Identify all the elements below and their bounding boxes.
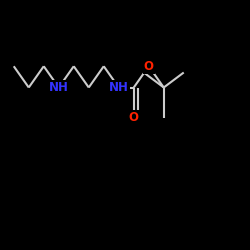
Text: NH: NH (49, 81, 69, 94)
Text: NH: NH (109, 81, 129, 94)
Text: O: O (129, 111, 139, 124)
Text: O: O (144, 60, 154, 73)
